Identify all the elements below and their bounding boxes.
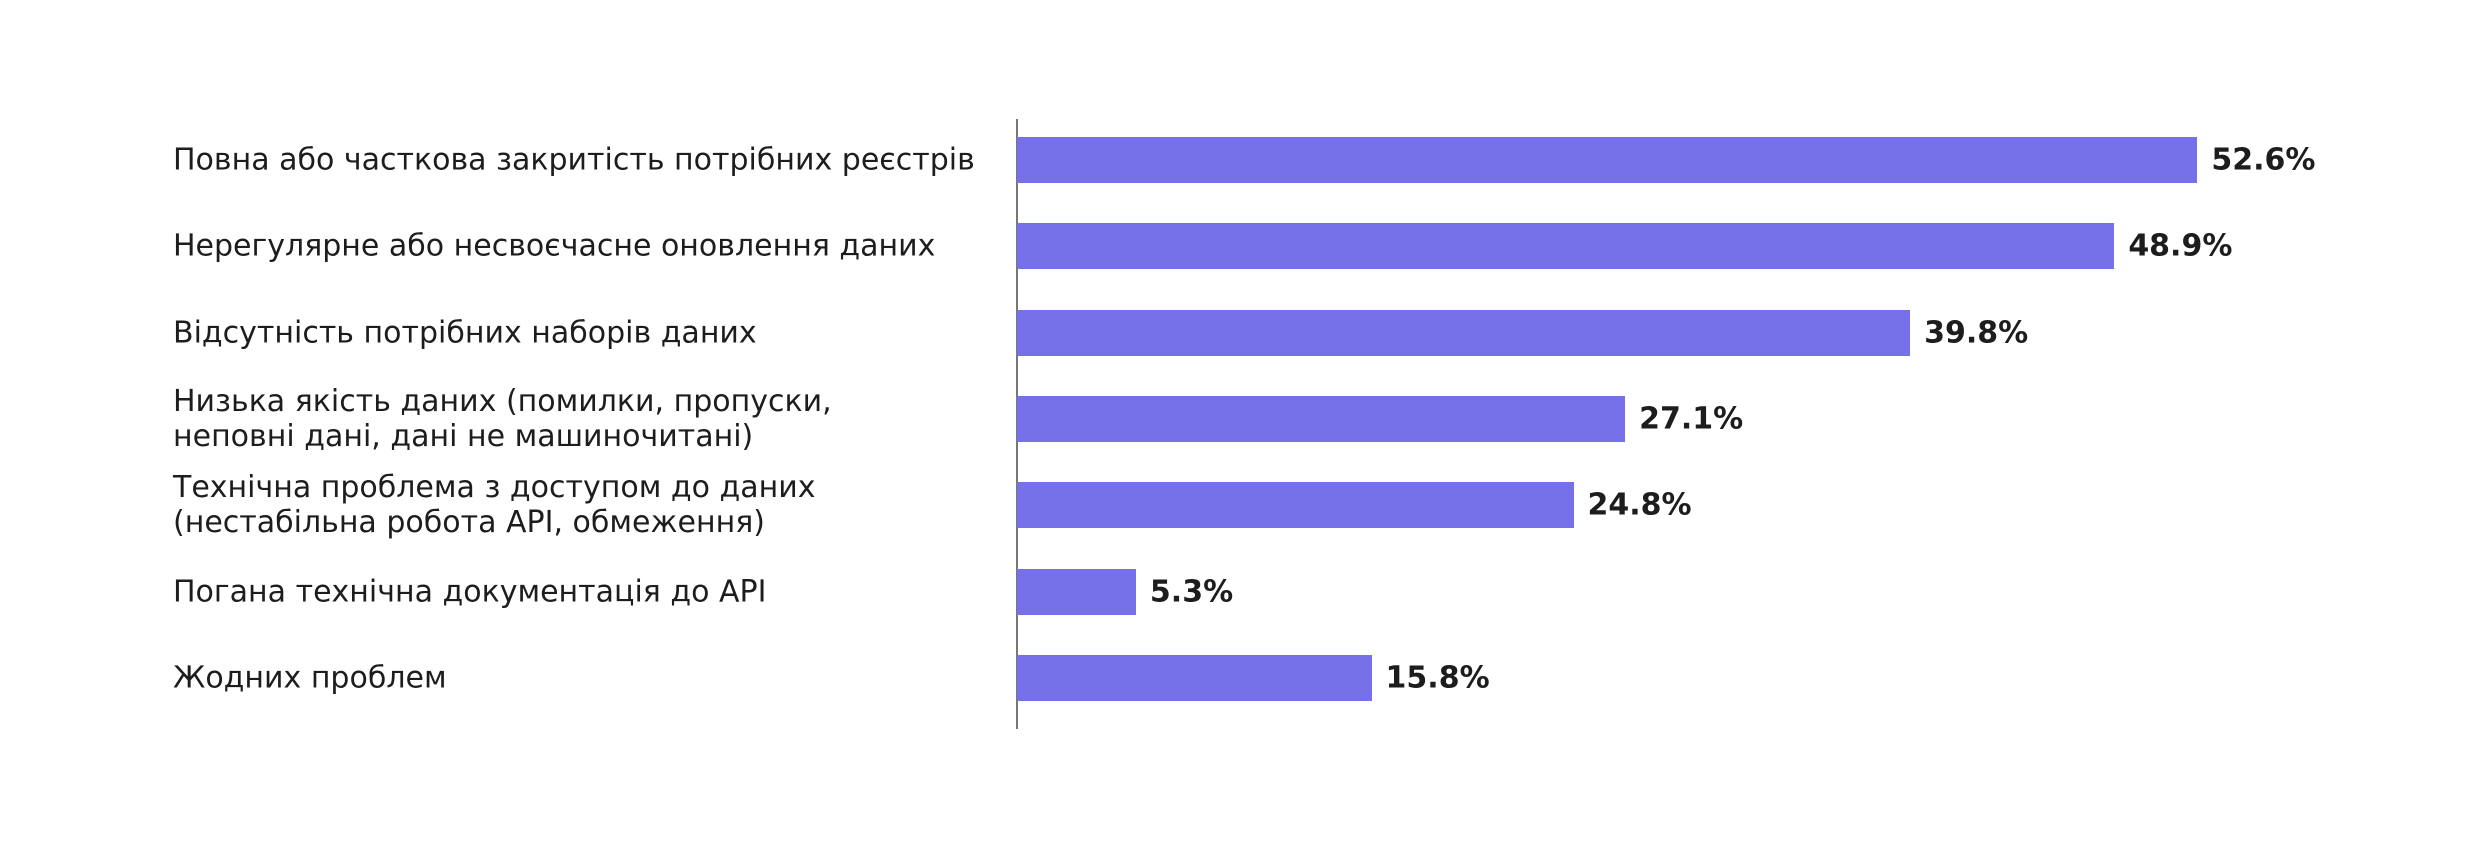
bar bbox=[1017, 223, 2115, 270]
bar bbox=[1017, 395, 1626, 442]
bar bbox=[1017, 137, 2198, 183]
category-label: Відсутність потрібних наборів даних bbox=[173, 315, 757, 351]
category-label: Жодних проблем bbox=[173, 660, 447, 696]
value-label: 48.9% bbox=[2128, 228, 2233, 264]
value-label: 15.8% bbox=[1385, 660, 1490, 696]
value-label: 39.8% bbox=[1924, 315, 2029, 351]
category-label: Низька якість даних (помилки, пропуски, … bbox=[173, 383, 832, 454]
value-label: 5.3% bbox=[1149, 574, 1234, 609]
value-label: 52.6% bbox=[2211, 142, 2316, 178]
bar bbox=[1017, 309, 1911, 356]
bar bbox=[1017, 654, 1372, 701]
bar bbox=[1017, 482, 1574, 529]
category-label: Повна або часткова закритість потрібних … bbox=[173, 142, 975, 178]
category-label: Нерегулярне або несвоєчасне оновлення да… bbox=[173, 228, 936, 264]
category-label: Погана технічна документація до API bbox=[173, 574, 767, 609]
bar bbox=[1017, 568, 1136, 615]
value-label: 24.8% bbox=[1587, 487, 1692, 523]
value-label: 27.1% bbox=[1639, 401, 1744, 437]
category-label: Технічна проблема з доступом до даних (н… bbox=[173, 470, 816, 541]
